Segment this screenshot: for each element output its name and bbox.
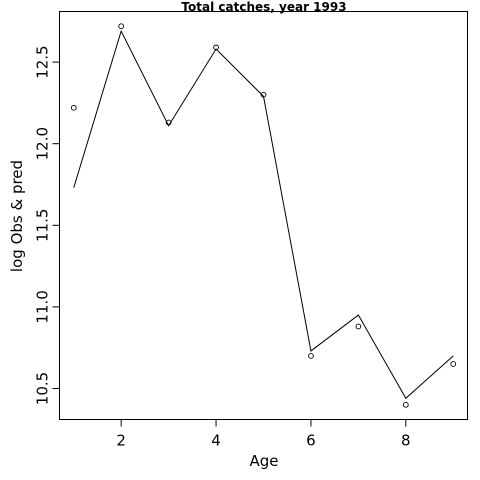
y-axis-title: log Obs & pred	[8, 160, 26, 272]
observed-point	[355, 323, 362, 330]
predicted-line	[73, 29, 454, 400]
observed-point	[70, 104, 77, 111]
observed-point	[450, 361, 457, 367]
plot-frame	[59, 11, 468, 420]
x-axis: 2 4 6 8	[116, 419, 411, 450]
plot-area	[70, 23, 457, 408]
y-tick-label: 10.5	[34, 372, 52, 405]
y-tick-label: 12.0	[34, 127, 52, 160]
observed-point	[213, 44, 219, 51]
observed-point	[308, 353, 314, 359]
y-tick-label: 11.0	[34, 290, 52, 323]
y-axis: 10.5 11.0 11.5 12.0 12.5	[34, 45, 60, 405]
observed-point	[260, 91, 267, 98]
x-tick-label: 8	[401, 432, 411, 450]
x-tick-label: 4	[211, 432, 221, 450]
chart-title: Total catches, year 1993	[181, 0, 346, 14]
x-tick-label: 2	[116, 432, 126, 450]
y-tick-label: 11.5	[34, 209, 52, 242]
observed-point	[402, 401, 409, 408]
x-tick-label: 6	[306, 432, 316, 450]
y-tick-label: 12.5	[34, 45, 52, 78]
observed-point	[118, 23, 125, 30]
x-axis-title: Age	[249, 452, 278, 470]
observed-point	[165, 119, 172, 126]
